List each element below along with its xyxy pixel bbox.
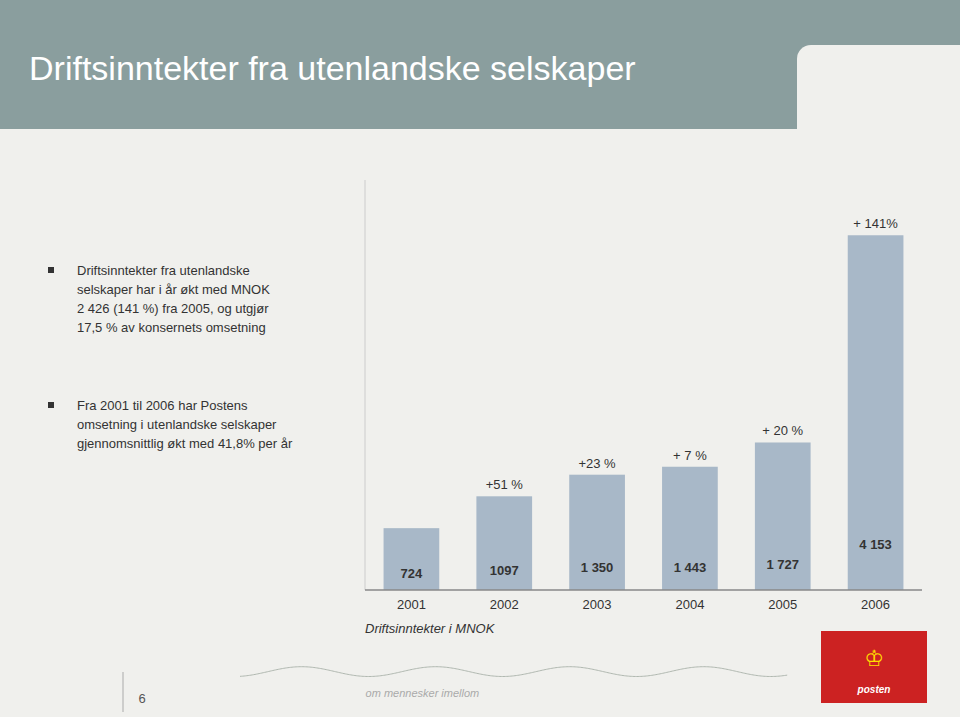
value-label: 1 443 [674,560,707,575]
x-tick-label: 2004 [675,597,704,612]
bullet-text: omsetning i utenlandske selskaper [77,417,277,432]
x-tick-label: 2001 [397,597,426,612]
value-label: 1 727 [766,557,799,572]
logo-text: posten [857,684,891,695]
bullet-text: 17,5 % av konsernets omsetning [77,320,266,335]
pct-label: +51 % [486,477,524,492]
x-axis-line [365,589,922,591]
footer-wave [240,667,787,677]
title: Driftsinntekter fra utenlandske selskape… [29,49,636,87]
bar [384,528,440,590]
pct-label: +23 % [578,456,616,471]
bullet-text: 2 426 (141 %) fra 2005, og utgjør [77,301,269,316]
bars [384,235,904,590]
x-tick-label: 2006 [861,597,890,612]
x-tick-label: 2005 [768,597,797,612]
value-label: 1097 [490,563,519,578]
x-axis-label: Driftsinntekter i MNOK [365,621,496,636]
slide: Driftsinntekter fra utenlandske selskape… [0,0,960,717]
value-label: 4 153 [859,537,892,552]
bullet-text: Driftsinntekter fra utenlandske [77,263,250,278]
logo-symbol: ♔ [864,646,884,671]
value-label: 724 [401,566,423,581]
bar [848,235,904,590]
bar [476,496,532,590]
x-tick-label: 2003 [583,597,612,612]
chart: 2001 2002 2003 2004 2005 2006 724 1097 1 350 1 44… [365,180,922,636]
bullet-marker [48,402,54,408]
pct-label: + 141% [853,216,898,231]
bar [569,475,625,590]
footer-text: om mennesker imellom [366,687,480,699]
bullet-text: Fra 2001 til 2006 har Postens [77,398,248,413]
x-tick-label: 2002 [490,597,519,612]
bullet-marker [48,267,54,273]
bullet-text: gjennomsnittlig økt med 41,8% per år [77,436,293,451]
page-divider [123,672,124,712]
logo-box [821,631,927,703]
header-corner [797,45,960,245]
y-axis-line [365,180,366,590]
bar [755,442,811,590]
page-number: 6 [138,691,145,706]
bar [662,467,718,590]
pct-label: + 20 % [762,423,803,438]
bullet-text: selskaper har i år økt med MNOK [77,282,270,297]
pct-label: + 7 % [673,448,707,463]
value-label: 1 350 [581,560,614,575]
